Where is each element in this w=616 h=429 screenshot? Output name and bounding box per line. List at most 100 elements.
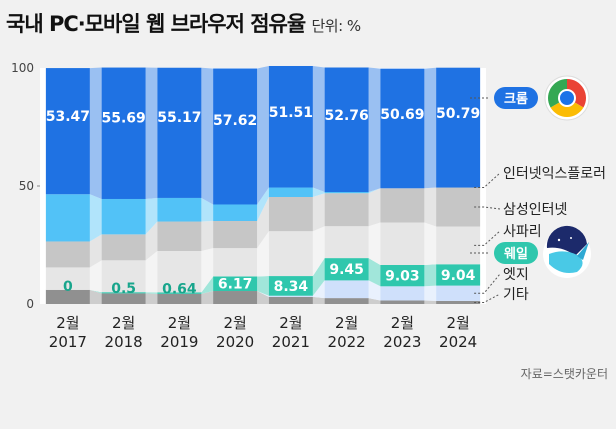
label-크롬-4: 51.51 [269,105,313,121]
band-사파리-1 [145,251,158,293]
x-tick-line-3-0: 2월 [223,314,246,332]
band-크롬-4 [312,65,325,193]
band-엣지-4 [312,280,325,299]
bar-사파리-4 [268,231,313,277]
label-웨일-2: 0.64 [162,281,197,297]
x-tick-5: 2월 2022 [328,314,366,351]
band-엣지-3 [257,291,269,297]
x-tick-line-0-0: 2월 [56,314,79,332]
bar-인터넷익스플로러-4 [268,187,313,197]
label-크롬-7: 50.79 [436,106,480,122]
band-웨일-1 [145,292,158,294]
badge-label-크롬: 크롬 [504,91,528,107]
band-사파리-5 [368,222,381,265]
label-크롬-0: 53.47 [46,109,90,125]
band-크롬-2 [201,67,214,205]
bar-사파리-3 [213,248,258,277]
bar-삼성인터넷-6 [380,188,425,223]
chrome-logo-segment-1 [550,98,584,117]
bar-엣지-7 [436,285,481,301]
band-사파리-4 [312,226,325,277]
x-tick-line-4-0: 2월 [279,314,302,332]
band-인터넷익스플로러-4 [312,187,325,197]
x-tick-line-1-0: 2월 [112,314,135,332]
y-tick-0: 0 [26,297,34,311]
x-tick-line-7-0: 2월 [446,314,469,332]
value-labels: 0 0.5 0.64 6.17 8.34 9.45 9.03 9.04 53.47 55.69 55… [46,105,481,297]
band-크롬-5 [368,67,381,193]
band-인터넷익스플로러-3 [257,187,269,221]
band-삼성인터넷-1 [145,221,158,261]
label-웨일-7: 9.04 [441,268,476,284]
legend-사파리: 사파리 [503,224,542,240]
label-크롬-2: 55.17 [157,110,201,126]
bar-웨일-5 [324,258,369,281]
bar-인터넷익스플로러-3 [213,204,258,221]
band-사파리-2 [201,248,214,293]
x-tick-2: 2월 2019 [160,314,198,351]
chart-unit: 단위: % [311,17,362,35]
band-기타-0 [89,289,102,304]
band-크롬-0 [89,67,102,199]
band-삼성인터넷-5 [368,188,381,227]
x-tick-4: 2월 2021 [272,314,310,351]
bar-삼성인터넷-0 [45,241,90,268]
band-인터넷익스플로러-1 [145,197,158,235]
bar-삼성인터넷-1 [101,234,146,261]
legend-엣지: 엣지 [503,267,529,283]
bar-크롬-7 [436,67,481,188]
bar-삼성인터넷-7 [436,187,481,227]
band-기타-4 [312,296,325,304]
y-tick-50: 50 [19,179,34,193]
band-사파리-6 [424,222,437,265]
band-인터넷익스플로러-0 [89,194,102,242]
whale-logo-body [549,251,583,273]
bar-삼성인터넷-3 [213,220,258,249]
bar-인터넷익스플로러-1 [101,198,146,235]
y-axis: 0 50 100 [11,61,40,311]
band-엣지-5 [368,280,381,301]
band-엣지-6 [424,285,437,301]
x-tick-6: 2월 2023 [383,314,421,351]
bar-기타-5 [324,298,369,304]
chart-title: 국내 PC·모바일 웹 브라우저 점유율 단위: % [6,8,361,38]
band-삼성인터넷-0 [89,234,102,268]
label-크롬-5: 52.76 [324,108,368,124]
bar-기타-4 [268,296,313,304]
bars [45,65,481,304]
bar-사파리-7 [436,226,481,265]
band-웨일-4 [312,258,325,296]
bar-기타-1 [101,293,146,304]
x-tick-line-0-1: 2017 [49,333,87,351]
label-웨일-4: 8.34 [274,279,309,295]
leader-엣지 [474,273,501,294]
bar-크롬-6 [380,68,425,189]
badge-웨일 [494,242,538,264]
badge-크롬 [494,87,538,109]
band-기타-2 [201,291,214,304]
legend-인터넷익스플로러: 인터넷익스플로러 [503,166,606,182]
x-tick-line-4-1: 2021 [272,333,310,351]
bar-삼성인터넷-5 [324,193,369,227]
label-크롬-3: 57.62 [213,113,257,129]
bar-웨일-3 [213,276,258,292]
band-웨일-6 [424,264,437,287]
x-tick-line-5-1: 2022 [328,333,366,351]
x-tick-1: 2월 2018 [105,314,143,351]
band-사파리-0 [89,260,102,293]
label-크롬-1: 55.69 [101,110,145,126]
band-기타-5 [368,298,381,304]
band-크롬-6 [424,67,437,189]
bar-크롬-3 [213,68,258,205]
chart-title-text: 국내 PC·모바일 웹 브라우저 점유율 [6,12,306,36]
bar-웨일-1 [101,292,146,294]
whale-logo-star-1 [557,238,561,242]
bar-사파리-1 [101,260,146,293]
bar-웨일-4 [268,276,313,296]
leader-사파리 [474,230,501,246]
bar-기타-0 [45,289,90,304]
band-웨일-3 [257,276,269,296]
legend-기타: 기타 [503,287,529,303]
x-tick-0: 2월 2017 [49,314,87,351]
